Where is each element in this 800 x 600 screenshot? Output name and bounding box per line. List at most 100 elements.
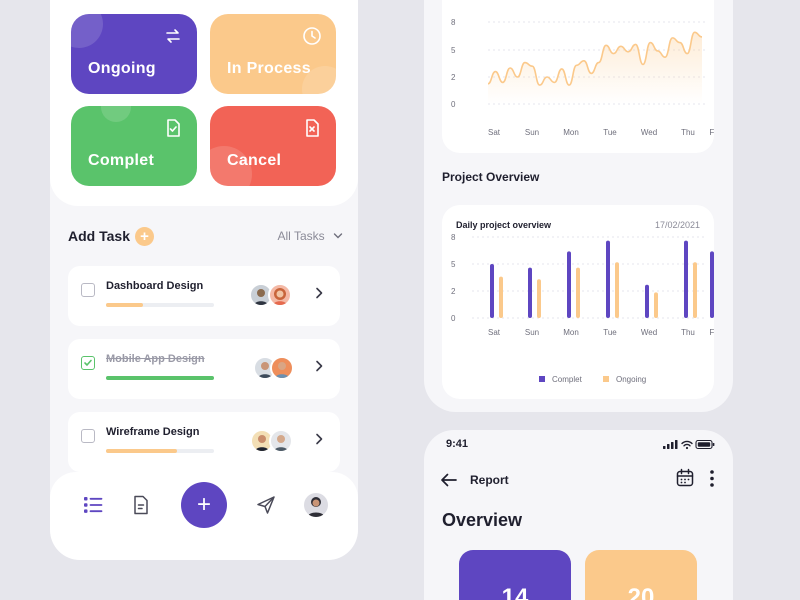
task-progress-fill — [106, 303, 143, 307]
task-progress-bar — [106, 449, 214, 453]
bar-chart-card: Daily project overview 17/02/2021 8 5 2 0 Sa… — [442, 205, 714, 399]
y-tick-label: 2 — [451, 287, 456, 296]
calendar-icon[interactable] — [676, 468, 694, 488]
back-arrow-icon[interactable] — [440, 472, 458, 488]
bar-complet — [606, 240, 610, 318]
bar-ongoing — [537, 279, 541, 318]
chevron-right-icon[interactable] — [312, 359, 326, 373]
chart-legend: Complet Ongoing — [442, 375, 714, 387]
x-tick-label: Wed — [641, 128, 657, 137]
cancel-card[interactable]: Cancel — [210, 106, 336, 186]
y-tick-label: 8 — [451, 18, 456, 27]
card-bubble — [101, 106, 131, 122]
avatar — [268, 283, 292, 307]
x-tick-label: Thu — [681, 128, 695, 137]
section-title: Project Overview — [442, 170, 540, 184]
x-tick-label: Mon — [563, 328, 579, 337]
add-task-row: Add Task + All Tasks — [68, 226, 343, 248]
report-title: Report — [470, 473, 509, 487]
chevron-right-icon[interactable] — [312, 432, 326, 446]
profile-avatar[interactable] — [304, 493, 328, 517]
legend-item: Ongoing — [603, 375, 646, 384]
card-label: Complet — [88, 152, 155, 169]
x-tick-label: Tue — [603, 328, 617, 337]
bar-ongoing — [499, 276, 503, 318]
ongoing-card[interactable]: Ongoing — [71, 14, 197, 94]
bar-complet — [567, 251, 571, 318]
add-task-button[interactable]: + — [135, 227, 154, 246]
bottom-tab-bar: + — [50, 472, 358, 560]
bar-chart: 8 5 2 0 Sat Sun Mon Tue Wed Thu Fri — [451, 233, 714, 337]
more-vertical-icon[interactable] — [708, 469, 716, 489]
x-tick-label: Fri — [709, 128, 714, 137]
all-tasks-dropdown[interactable]: All Tasks — [278, 229, 343, 243]
complet-card[interactable]: Complet — [71, 106, 197, 186]
report-header: Report — [440, 468, 720, 490]
y-tick-label: 8 — [451, 233, 456, 242]
task-checkbox[interactable] — [81, 283, 95, 297]
x-tick-label: Tue — [603, 128, 617, 137]
status-bar-icons — [663, 439, 715, 450]
status-bar-time: 9:41 — [446, 438, 469, 450]
status-cards-panel: Ongoing In Process Complet Cance — [50, 0, 358, 206]
task-checkbox[interactable] — [81, 429, 95, 443]
bar-complet — [528, 267, 532, 318]
report-screen: 9:41 Report Overview 14 20 — [424, 430, 733, 600]
add-task-label: Add Task — [68, 228, 130, 244]
task-list-icon[interactable] — [82, 494, 104, 516]
card-bubble — [71, 14, 103, 48]
chevron-right-icon[interactable] — [312, 286, 326, 300]
clock-icon — [303, 27, 321, 45]
overview-heading: Overview — [442, 510, 523, 530]
bar-complet — [490, 264, 494, 318]
chart-title: Daily project overview — [456, 220, 552, 230]
y-tick-label: 0 — [451, 100, 456, 109]
task-progress-fill — [106, 449, 178, 453]
y-tick-label: 5 — [451, 260, 456, 269]
task-title: Mobile App Design — [106, 353, 205, 365]
document-check-icon — [167, 119, 180, 137]
task-progress-bar — [106, 376, 214, 380]
card-label: In Process — [227, 60, 311, 77]
avatar — [270, 356, 294, 380]
chart-date: 17/02/2021 — [654, 220, 700, 230]
task-title: Wireframe Design — [106, 426, 200, 438]
line-chart-card: 8 5 2 0 Sat Sun Mon Tue Wed Thu Fri — [442, 0, 719, 153]
legend-swatch — [603, 376, 609, 382]
x-tick-label: Sat — [488, 328, 501, 337]
card-label: Ongoing — [88, 60, 156, 77]
document-x-icon — [306, 119, 319, 137]
task-checkbox[interactable] — [81, 356, 95, 370]
task-card-mobile-app[interactable]: Mobile App Design — [68, 339, 340, 399]
overview-card-value: 20 — [627, 584, 655, 600]
task-progress-bar — [106, 303, 214, 307]
x-tick-label: Sun — [525, 328, 539, 337]
x-tick-label: Wed — [641, 328, 657, 337]
document-icon[interactable] — [130, 494, 152, 516]
task-card-dashboard[interactable]: Dashboard Design — [68, 266, 340, 326]
all-tasks-label: All Tasks — [277, 229, 325, 243]
x-tick-label: Fri — [709, 328, 714, 337]
bar-ongoing — [654, 292, 658, 318]
tasks-screen: Ongoing In Process Complet Cance — [50, 0, 358, 560]
task-card-wireframe[interactable]: Wireframe Design — [68, 412, 340, 472]
avatar — [250, 429, 274, 453]
legend-label: Ongoing — [616, 375, 647, 384]
bar-complet — [684, 240, 688, 318]
in-process-card[interactable]: In Process — [210, 14, 336, 94]
overview-card-complet[interactable]: 14 — [459, 550, 571, 600]
bar-ongoing — [693, 262, 697, 318]
line-series — [487, 31, 703, 86]
x-tick-label: Thu — [681, 328, 695, 337]
overview-card-process[interactable]: 20 — [585, 550, 697, 600]
send-icon[interactable] — [255, 494, 277, 516]
sync-arrows-icon — [166, 29, 180, 43]
x-tick-label: Sat — [488, 128, 501, 137]
y-tick-label: 0 — [451, 314, 456, 323]
legend-item: Complet — [539, 375, 582, 384]
x-tick-label: Mon — [563, 128, 579, 137]
overview-card-value: 14 — [501, 584, 529, 600]
legend-swatch — [539, 376, 545, 382]
add-button[interactable]: + — [181, 482, 227, 528]
chevron-down-icon — [333, 233, 343, 239]
